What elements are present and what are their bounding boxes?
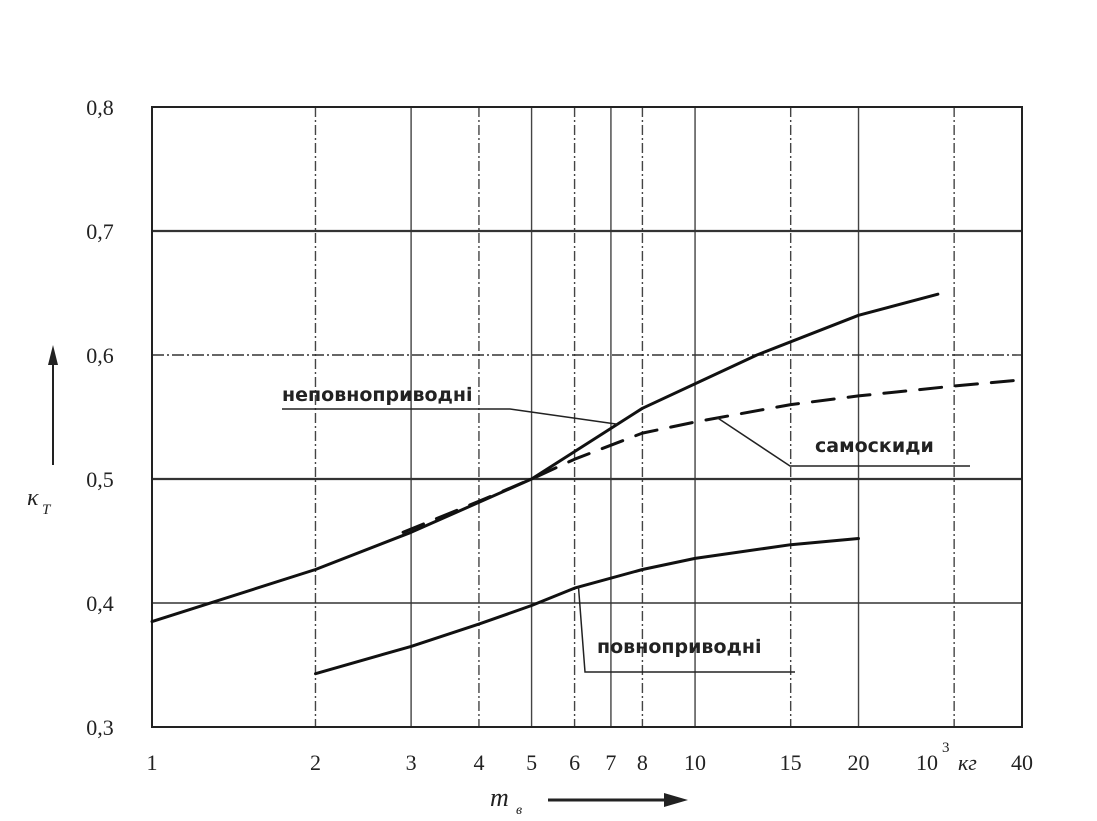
x-tick-label: 1 [147, 750, 158, 775]
x-tick-label: 6 [569, 750, 580, 775]
annotation-label-awd: повноприводні [597, 636, 762, 658]
x-tick-label: 10 [684, 750, 706, 775]
y-tick-label: 0,5 [86, 467, 114, 492]
grid [151, 106, 1023, 728]
x-tick-label: 8 [637, 750, 648, 775]
annotation-leader [717, 417, 970, 467]
x-axis-label-subscript: в [516, 803, 522, 818]
x-tick-label: 15 [780, 750, 802, 775]
x-unit-base: 10 [916, 750, 938, 775]
series-layer [150, 292, 1024, 676]
series-line-2 [401, 378, 1024, 534]
x-tick-label: 4 [473, 750, 484, 775]
x-tick-label: 7 [605, 750, 616, 775]
x-unit-exponent: 3 [942, 740, 950, 756]
x-unit: кг [958, 750, 977, 775]
x-axis-label: m [490, 783, 509, 812]
x-tick-label: 20 [848, 750, 870, 775]
x-tick-label: 2 [310, 750, 321, 775]
x-tick-labels: 1 2 3 4 5 6 7 8 10 15 20 40 [147, 750, 1034, 775]
y-tick-label: 0,3 [86, 715, 114, 740]
x-tick-label: 5 [526, 750, 537, 775]
y-tick-labels: 0,3 0,4 0,5 0,6 0,7 0,8 [86, 95, 114, 740]
y-tick-label: 0,6 [86, 343, 114, 368]
y-tick-label: 0,8 [86, 95, 114, 120]
annotation-leader [282, 408, 618, 425]
y-axis-label: κ [27, 485, 39, 511]
x-axis-arrow [548, 793, 688, 807]
y-tick-label: 0,7 [86, 219, 114, 244]
y-axis-arrow [48, 345, 58, 465]
x-tick-label: 40 [1011, 750, 1033, 775]
series-line-0 [150, 292, 940, 624]
annotation-leaders [282, 408, 970, 673]
annotation-label-non-awd: неповноприводні [282, 384, 473, 406]
series-line-1 [314, 537, 860, 676]
y-axis-label-subscript: Т [42, 502, 52, 518]
annotation-leader [577, 587, 795, 673]
x-tick-label: 3 [406, 750, 417, 775]
annotation-label-dump-trucks: самоскиди [815, 435, 934, 457]
plot-frame [151, 106, 1023, 728]
y-tick-label: 0,4 [86, 591, 114, 616]
